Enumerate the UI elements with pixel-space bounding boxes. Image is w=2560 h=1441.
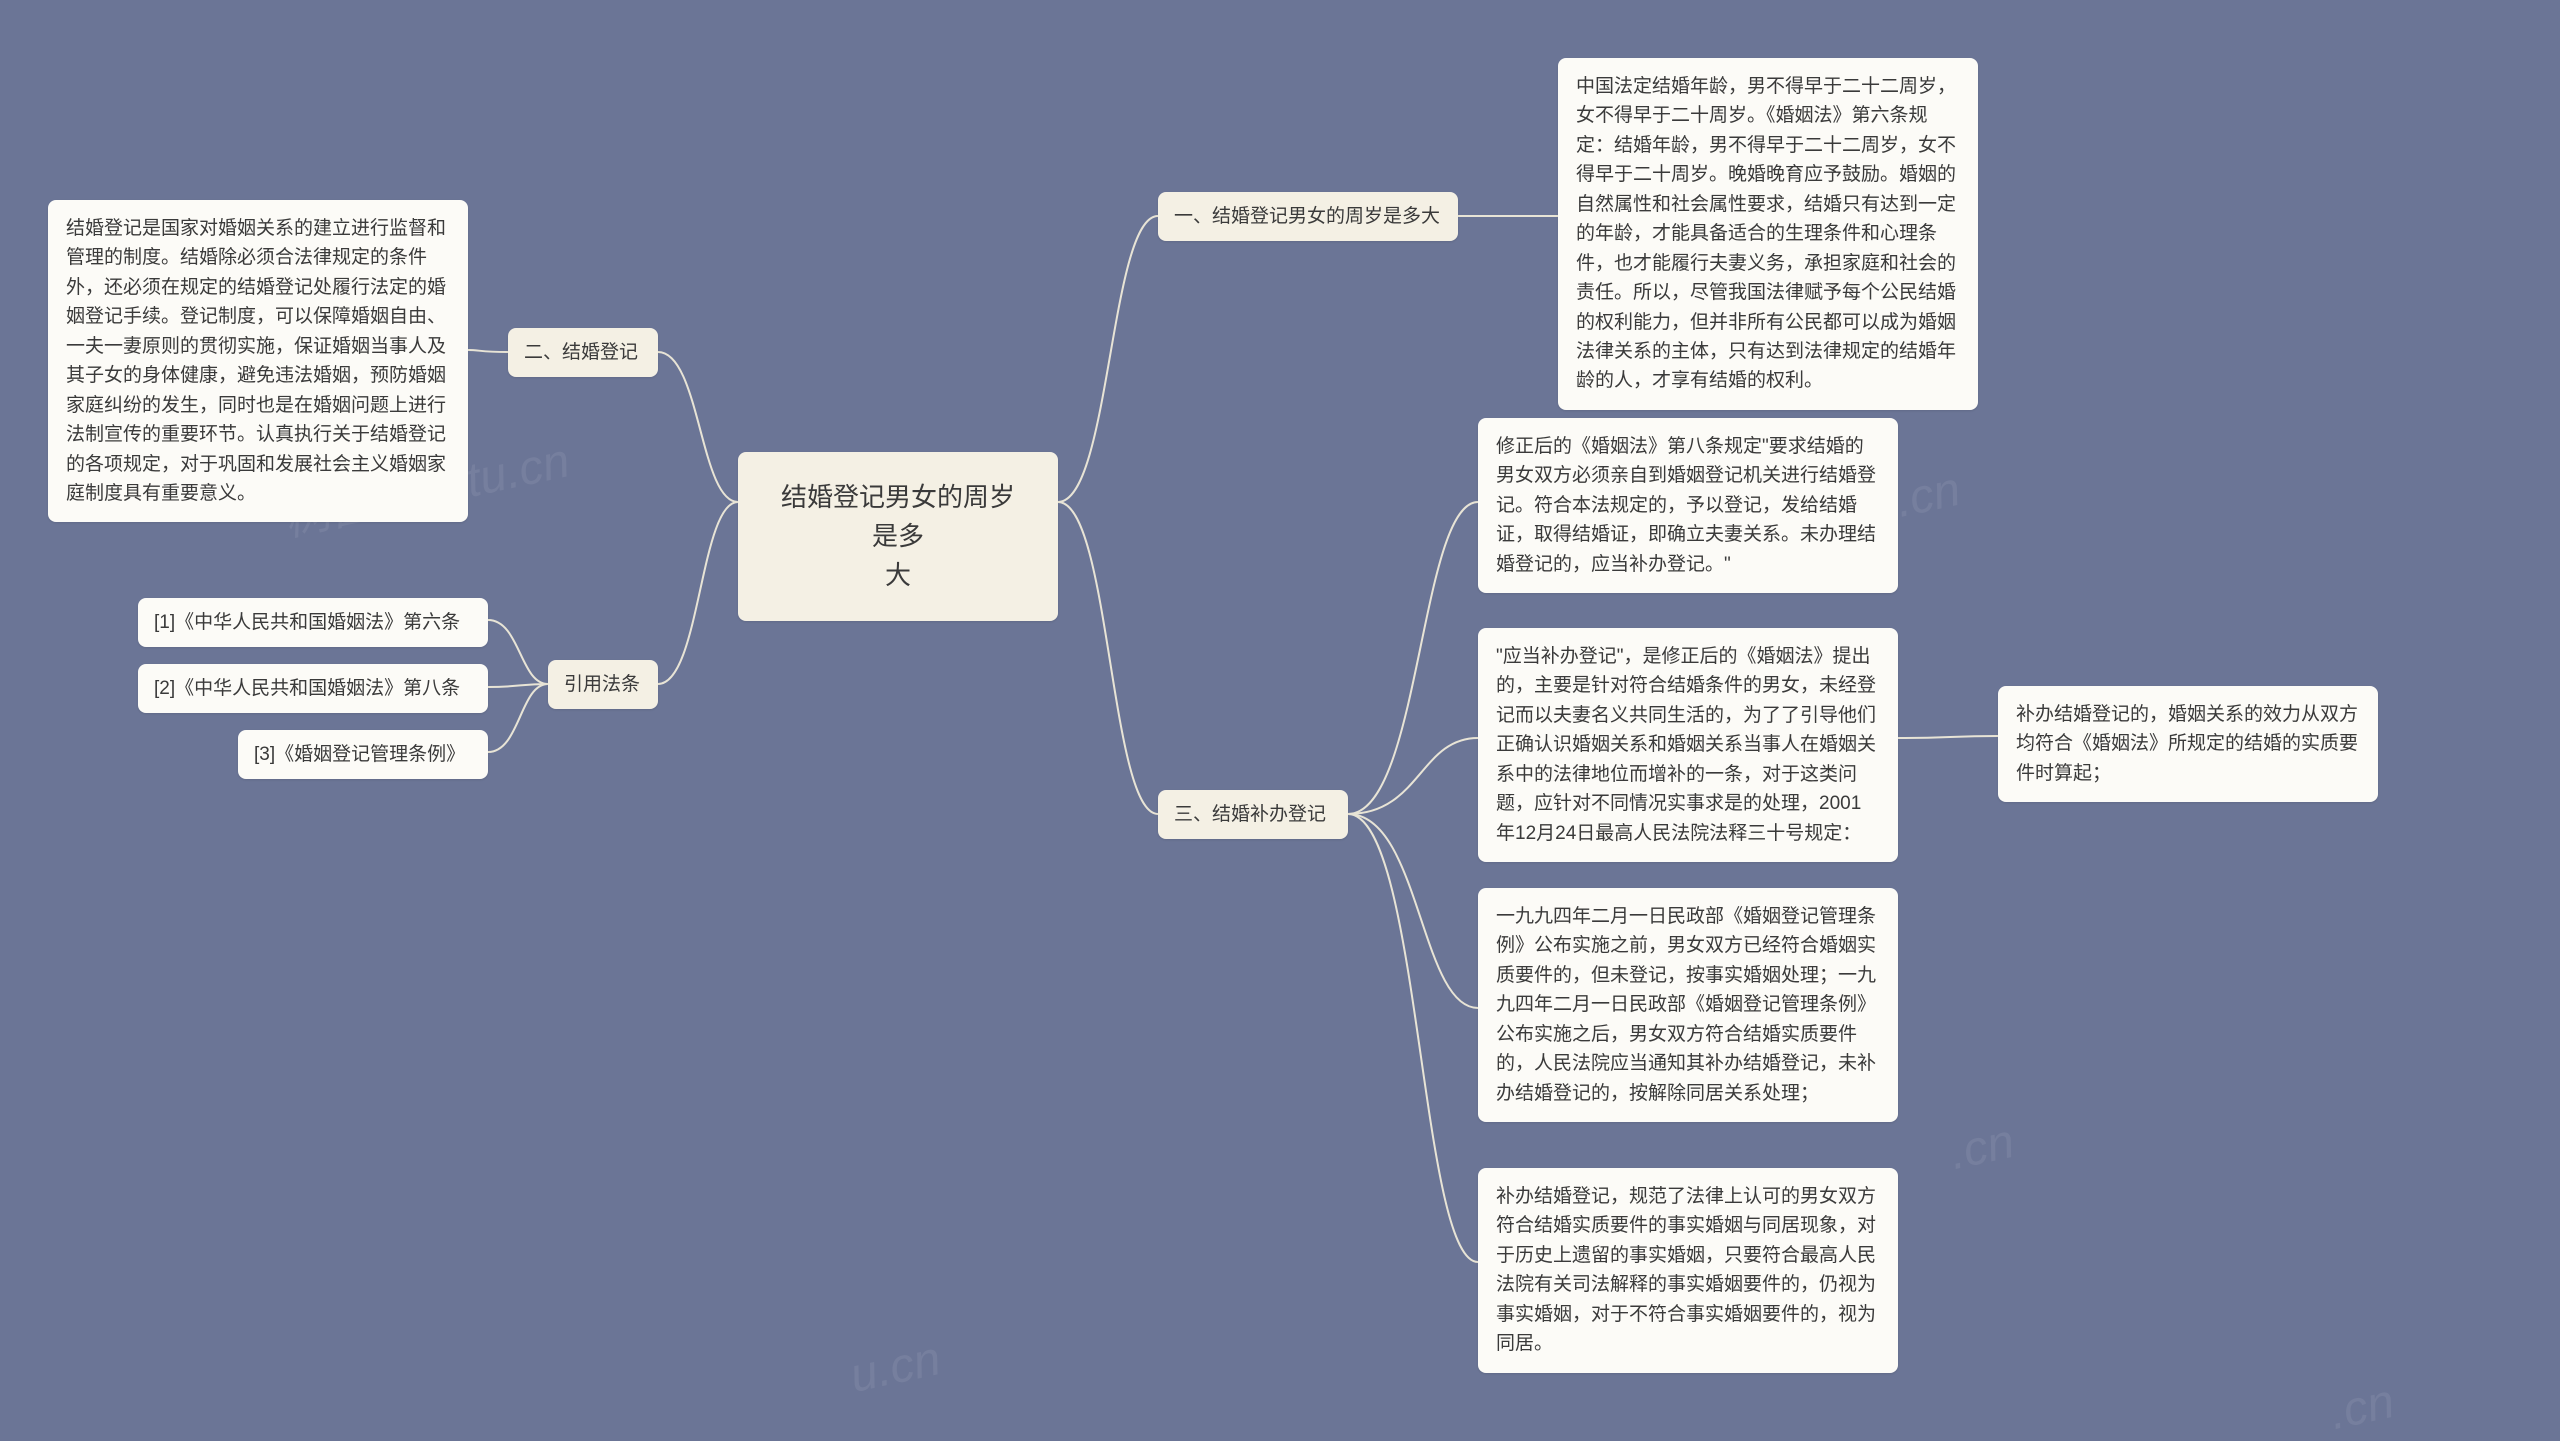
leaf-text: 结婚登记是国家对婚姻关系的建立进行监督和管理的制度。结婚除必须合法律规定的条件外… — [66, 218, 446, 504]
ref-item-3[interactable]: [3]《婚姻登记管理条例》 — [238, 730, 488, 779]
leaf-text: 补办结婚登记，规范了法律上认可的男女双方符合结婚实质要件的事实婚姻与同居现象，对… — [1496, 1186, 1876, 1354]
leaf-text: [2]《中华人民共和国婚姻法》第八条 — [154, 678, 460, 699]
leaf-text: [1]《中华人民共和国婚姻法》第六条 — [154, 612, 460, 633]
leaf-text: 补办结婚登记的，婚姻关系的效力从双方均符合《婚姻法》所规定的结婚的实质要件时算起… — [2016, 704, 2358, 784]
leaf-sup-2-detail[interactable]: 补办结婚登记的，婚姻关系的效力从双方均符合《婚姻法》所规定的结婚的实质要件时算起… — [1998, 686, 2378, 802]
leaf-sup-4[interactable]: 补办结婚登记，规范了法律上认可的男女双方符合结婚实质要件的事实婚姻与同居现象，对… — [1478, 1168, 1898, 1373]
leaf-sup-1[interactable]: 修正后的《婚姻法》第八条规定"要求结婚的男女双方必须亲自到婚姻登记机关进行结婚登… — [1478, 418, 1898, 593]
leaf-text: [3]《婚姻登记管理条例》 — [254, 744, 465, 765]
branch-supplementary[interactable]: 三、结婚补办登记 — [1158, 790, 1348, 839]
branch-label: 三、结婚补办登记 — [1174, 804, 1326, 825]
branch-references[interactable]: 引用法条 — [548, 660, 658, 709]
branch-age[interactable]: 一、结婚登记男女的周岁是多大 — [1158, 192, 1458, 241]
leaf-text: 一九九四年二月一日民政部《婚姻登记管理条例》公布实施之前，男女双方已经符合婚姻实… — [1496, 906, 1876, 1104]
watermark: .cn — [2325, 1374, 2399, 1441]
branch-label: 二、结婚登记 — [524, 342, 638, 363]
branch-label: 一、结婚登记男女的周岁是多大 — [1174, 206, 1440, 227]
branch-registration[interactable]: 二、结婚登记 — [508, 328, 658, 377]
root-label: 结婚登记男女的周岁是多 大 — [781, 482, 1015, 590]
leaf-registration-detail[interactable]: 结婚登记是国家对婚姻关系的建立进行监督和管理的制度。结婚除必须合法律规定的条件外… — [48, 200, 468, 522]
leaf-age-detail[interactable]: 中国法定结婚年龄，男不得早于二十二周岁，女不得早于二十周岁。《婚姻法》第六条规定… — [1558, 58, 1978, 410]
leaf-sup-2[interactable]: "应当补办登记"，是修正后的《婚姻法》提出的，主要是针对符合结婚条件的男女，未经… — [1478, 628, 1898, 862]
leaf-text: 修正后的《婚姻法》第八条规定"要求结婚的男女双方必须亲自到婚姻登记机关进行结婚登… — [1496, 436, 1876, 575]
branch-label: 引用法条 — [564, 674, 640, 695]
root-node[interactable]: 结婚登记男女的周岁是多 大 — [738, 452, 1058, 621]
leaf-text: "应当补办登记"，是修正后的《婚姻法》提出的，主要是针对符合结婚条件的男女，未经… — [1496, 646, 1876, 844]
watermark: .cn — [1945, 1114, 2019, 1181]
leaf-sup-3[interactable]: 一九九四年二月一日民政部《婚姻登记管理条例》公布实施之前，男女双方已经符合婚姻实… — [1478, 888, 1898, 1122]
ref-item-2[interactable]: [2]《中华人民共和国婚姻法》第八条 — [138, 664, 488, 713]
leaf-text: 中国法定结婚年龄，男不得早于二十二周岁，女不得早于二十周岁。《婚姻法》第六条规定… — [1576, 76, 1956, 391]
watermark: u.cn — [845, 1331, 945, 1404]
ref-item-1[interactable]: [1]《中华人民共和国婚姻法》第六条 — [138, 598, 488, 647]
